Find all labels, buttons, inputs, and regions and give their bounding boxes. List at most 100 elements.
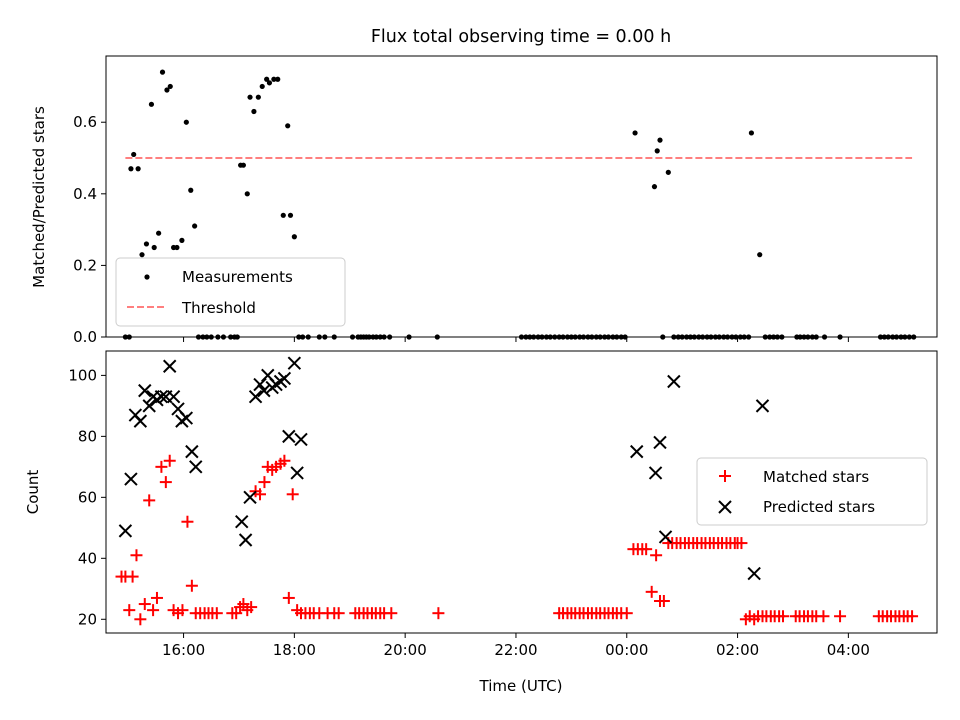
- x-tick-label: 16:00: [162, 641, 205, 659]
- measurements-point: [651, 184, 658, 190]
- predicted-stars-point: [142, 399, 156, 413]
- measurements-point: [280, 212, 286, 218]
- matched-stars-point: [143, 494, 156, 507]
- measurements-point: [881, 334, 887, 340]
- measurements-point: [156, 230, 162, 236]
- matched-stars-point: [385, 607, 398, 620]
- measurements-point: [589, 334, 595, 340]
- measurements-point: [240, 162, 246, 168]
- measurements-point: [552, 334, 558, 340]
- matched-stars-point: [657, 594, 670, 607]
- measurements-point: [696, 334, 702, 340]
- measurements-point: [523, 334, 529, 340]
- measurements-point: [877, 334, 884, 340]
- bottom-y-tick-label: 60: [78, 488, 97, 506]
- measurements-point: [188, 187, 194, 193]
- predicted-stars-point: [658, 530, 673, 544]
- measurements-point: [291, 234, 297, 240]
- predicted-stars-point: [653, 435, 667, 450]
- measurements-point: [255, 94, 261, 100]
- measurements-point: [801, 334, 807, 340]
- measurements-point: [200, 334, 206, 340]
- measurements-point: [247, 94, 253, 100]
- matched-stars-point: [640, 543, 653, 556]
- measurements-point: [813, 334, 819, 340]
- measurements-point: [597, 334, 603, 340]
- measurements-point: [300, 334, 306, 340]
- matched-stars-point: [134, 613, 147, 626]
- measurements-point: [174, 244, 180, 251]
- predicted-stars-point: [163, 359, 177, 373]
- predicted-stars-point: [243, 490, 257, 505]
- measurements-point: [902, 334, 908, 340]
- x-tick-label: 02:00: [716, 641, 759, 659]
- measurements-point: [126, 334, 132, 340]
- measurements-point: [893, 334, 900, 340]
- measurements-point: [675, 334, 681, 340]
- measurements-point: [770, 334, 777, 340]
- legend-matched-label: Matched stars: [763, 468, 869, 486]
- legend-matched-marker: [719, 470, 731, 482]
- measurements-point: [128, 166, 134, 172]
- predicted-stars-point: [667, 374, 681, 389]
- predicted-stars-point: [185, 444, 199, 459]
- measurements-point: [671, 334, 677, 340]
- x-tick-label: 00:00: [605, 641, 648, 659]
- measurements-point: [305, 334, 311, 340]
- measurements-point: [729, 334, 735, 340]
- top-panel: 0.0 0.2 0.4 0.6 Matched/Predicted stars Mea…: [30, 55, 938, 346]
- matched-stars-point: [258, 476, 271, 489]
- predicted-stars-point: [118, 524, 133, 538]
- predicted-stars-point: [630, 444, 644, 459]
- predicted-stars-point: [747, 566, 761, 581]
- measurements-point: [704, 334, 710, 340]
- matched-stars-point: [159, 476, 172, 489]
- legend-predicted-marker: [718, 500, 732, 514]
- predicted-stars-point: [235, 515, 249, 529]
- top-y-tick-label: 0.4: [73, 185, 97, 203]
- matched-stars-point: [278, 454, 291, 467]
- measurements-point: [716, 334, 722, 340]
- measurements-point: [131, 151, 137, 158]
- measurements-point: [195, 334, 202, 340]
- measurements-point: [572, 334, 578, 340]
- measurements-point: [614, 334, 620, 340]
- matched-stars-point: [230, 607, 243, 620]
- predicted-stars-point: [294, 432, 308, 447]
- measurements-point: [139, 252, 145, 258]
- measurements-point: [387, 334, 393, 340]
- matched-stars-point: [123, 604, 136, 617]
- measurements-point: [665, 169, 671, 175]
- measurements-point: [805, 334, 811, 340]
- matched-stars-point: [332, 607, 345, 620]
- predicted-stars-point: [648, 466, 663, 480]
- measurements-point: [602, 334, 608, 340]
- measurements-point: [179, 237, 185, 243]
- measurements-point: [148, 101, 155, 107]
- measurements-point: [585, 334, 591, 340]
- measurements-point: [610, 334, 616, 340]
- matched-stars-point: [254, 488, 267, 501]
- measurements-point: [266, 80, 273, 86]
- bottom-x-axis: 16:00 18:00 20:00 22:00 00:00 02:00 04:00: [162, 633, 870, 659]
- matched-stars-point: [138, 598, 151, 611]
- legend-predicted-label: Predicted stars: [763, 498, 875, 516]
- matched-stars-point: [150, 591, 163, 604]
- predicted-stars-point: [124, 472, 138, 486]
- bottom-panel: 20 40 60 80 100 16:00 18:00 20:00 22:00 00:00 02:…: [24, 350, 938, 695]
- measurements-point: [271, 76, 277, 82]
- matched-stars-point: [286, 488, 299, 501]
- measurements-point: [774, 334, 781, 340]
- matched-stars-point: [176, 604, 189, 617]
- measurements-point: [220, 334, 227, 340]
- legend-measurements-marker: [144, 274, 150, 280]
- legend-measurements-label: Measurements: [182, 268, 293, 286]
- measurements-point: [821, 334, 828, 340]
- measurements-point: [577, 334, 583, 340]
- matched-stars-point: [210, 607, 223, 620]
- matched-stars-point: [906, 610, 919, 623]
- measurements-point: [837, 334, 843, 340]
- legend-threshold-label: Threshold: [181, 299, 256, 317]
- measurements-point: [331, 334, 337, 340]
- measurements-point: [518, 334, 525, 340]
